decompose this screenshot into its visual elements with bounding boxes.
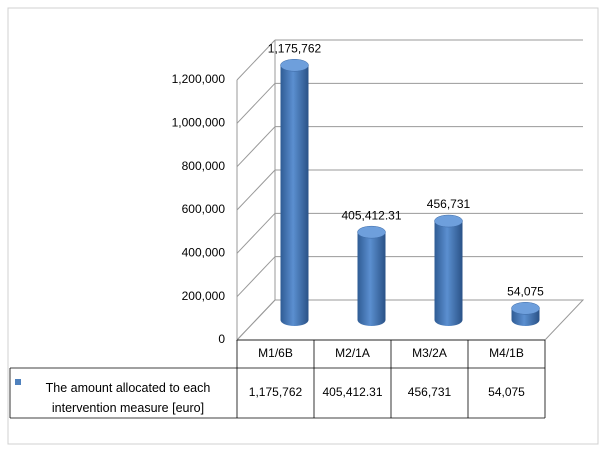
grid-line <box>236 256 276 298</box>
x-tick-label: M1/6B <box>258 346 293 360</box>
table-cell: 456,731 <box>408 385 452 399</box>
y-tick-label: 0 <box>218 332 225 346</box>
data-label: 1,175,762 <box>268 41 322 55</box>
grid-line <box>236 299 276 341</box>
grid-line <box>236 212 276 254</box>
y-tick-label: 200,000 <box>182 289 226 303</box>
table-cell: 405,412.31 <box>322 385 382 399</box>
x-tick-label: M3/2A <box>412 346 447 360</box>
bar-top <box>434 214 463 228</box>
legend-label: The amount allocated to each interventio… <box>45 381 211 415</box>
chart-frame <box>7 7 599 445</box>
bar <box>280 65 309 327</box>
x-tick-label: M4/1B <box>489 346 524 360</box>
grid-line <box>236 169 276 211</box>
y-tick-label: 400,000 <box>182 246 226 260</box>
grid-line <box>236 82 276 124</box>
bar <box>434 221 463 326</box>
bar <box>357 232 386 326</box>
table-cell: 1,175,762 <box>249 385 303 399</box>
grid-line <box>236 39 276 81</box>
bar-top <box>357 225 386 239</box>
legend-marker <box>15 379 21 385</box>
data-label: 405,412.31 <box>341 208 401 222</box>
data-label: 54,075 <box>507 284 544 298</box>
y-tick-label: 600,000 <box>182 202 226 216</box>
table-cell: 54,075 <box>488 385 525 399</box>
bar-top <box>511 302 540 315</box>
bar-top <box>280 59 309 72</box>
y-tick-label: 1,200,000 <box>172 72 226 86</box>
x-tick-label: M2/1A <box>335 346 370 360</box>
y-tick-label: 800,000 <box>182 159 226 173</box>
y-tick-label: 1,000,000 <box>172 116 226 130</box>
grid-line <box>236 126 276 168</box>
data-label: 456,731 <box>427 197 471 211</box>
